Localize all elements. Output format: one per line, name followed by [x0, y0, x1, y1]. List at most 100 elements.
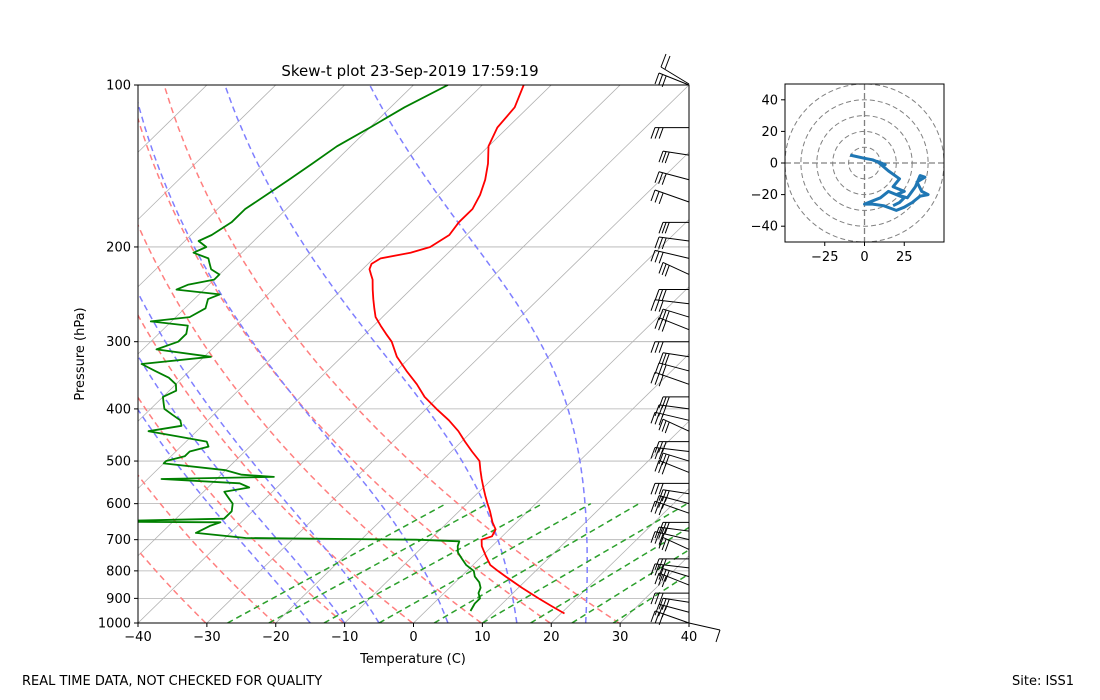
- wind-barb: [654, 289, 689, 301]
- wind-barb-feather: [661, 263, 667, 276]
- wind-barb-staff: [660, 66, 690, 85]
- dry-adiabat-line: [138, 549, 207, 623]
- skew-t-title: Skew-t plot 23-Sep-2019 17:59:19: [281, 62, 538, 80]
- wind-barb-staff: [658, 236, 690, 242]
- wind-barb-feather: [658, 489, 664, 501]
- wind-barb-feather: [654, 404, 660, 417]
- wind-barb-feather: [654, 72, 660, 85]
- wind-barb-feather: [658, 192, 664, 205]
- wind-barb-feather: [664, 222, 670, 234]
- wind-barb-feather: [661, 289, 667, 301]
- wind-barb: [650, 482, 689, 495]
- isotherm-line: [138, 85, 689, 623]
- wind-barb-feather: [658, 461, 664, 474]
- x-tick-label: 0: [409, 630, 417, 645]
- wind-barb-feather: [654, 564, 660, 576]
- hodograph-y-tick-label: 0: [770, 157, 778, 172]
- wind-barb-feather: [661, 575, 667, 588]
- wind-barb-feather: [658, 558, 664, 571]
- wind-barb-feather: [654, 612, 660, 624]
- wind-barb-feather: [650, 189, 656, 202]
- y-tick-label: 1000: [98, 617, 131, 632]
- x-tick-label: 10: [474, 630, 491, 645]
- y-tick-label: 200: [106, 240, 131, 255]
- wind-barb-feather: [650, 563, 656, 576]
- wind-barb-feather: [658, 396, 664, 409]
- wind-barb: [658, 352, 690, 365]
- wind-barb: [658, 489, 690, 502]
- wind-barb-feather: [654, 592, 660, 605]
- moist-adiabat-line: [138, 100, 449, 623]
- y-tick-label: 300: [106, 335, 131, 350]
- wind-barb-staff: [654, 249, 690, 259]
- wind-barb-feather: [661, 453, 667, 466]
- wind-barb-feather: [661, 237, 667, 250]
- wind-barb-feather: [661, 420, 667, 432]
- isotherm-line: [138, 85, 483, 422]
- wind-barb-feather: [658, 374, 664, 387]
- wind-barb-feather: [654, 289, 660, 301]
- wind-barb-feather: [664, 265, 670, 277]
- x-tick-label: −20: [262, 630, 289, 645]
- wind-barb-staff: [688, 622, 721, 631]
- isotherm-line: [550, 487, 689, 623]
- wind-barb-feather: [650, 592, 656, 605]
- moist-adiabat-line: [138, 408, 311, 623]
- wind-barb-staff: [662, 537, 690, 550]
- wind-barb-feather: [654, 300, 660, 312]
- wind-barb-feather: [654, 483, 660, 495]
- wind-barb-feather: [654, 171, 660, 183]
- wind-barb-staff: [654, 299, 690, 305]
- wind-barb-staff: [662, 352, 690, 358]
- wind-barb-feather: [658, 564, 664, 577]
- y-tick-label: 900: [106, 592, 131, 607]
- wind-barb-feather: [654, 526, 660, 539]
- isotherm-line: [138, 85, 277, 221]
- wind-barb-feather: [654, 495, 660, 507]
- wind-barb-staff: [658, 72, 690, 86]
- wind-barb-staff: [658, 404, 690, 410]
- isotherm-line: [758, 85, 1100, 623]
- hodograph-y-tick-label: −20: [751, 188, 778, 203]
- x-tick-label: 30: [612, 630, 629, 645]
- wind-barb: [658, 521, 689, 534]
- x-axis-title: Temperature (C): [359, 652, 466, 667]
- wind-barb: [650, 411, 690, 426]
- wind-barb: [654, 362, 690, 377]
- dry-adiabat-line: [138, 473, 276, 623]
- wind-barb-staff: [662, 489, 690, 495]
- wind-barb-feather: [664, 151, 670, 164]
- y-tick-label: 700: [106, 533, 131, 548]
- wind-barb-staff: [654, 610, 690, 624]
- wind-barb-feather: [654, 558, 660, 571]
- wind-barb: [650, 127, 689, 139]
- wind-barb-feather: [658, 537, 664, 549]
- wind-barb-feather: [661, 75, 667, 88]
- wind-barb: [650, 371, 690, 387]
- moist-adiabat-line: [224, 85, 518, 623]
- wind-barb-feather: [650, 610, 656, 623]
- hodograph-y-tick-label: 20: [761, 125, 778, 140]
- wind-barb-feather: [658, 522, 664, 534]
- wind-barb-feather: [654, 191, 660, 203]
- wind-barb-feather: [661, 558, 667, 571]
- wind-barb-feather: [658, 419, 664, 431]
- wind-barb-feather: [654, 447, 660, 460]
- isotherm-line: [688, 622, 689, 623]
- y-tick-label: 400: [106, 402, 131, 417]
- wind-barb: [658, 221, 689, 234]
- wind-barb-feather: [658, 300, 664, 312]
- wind-barb-staff: [654, 371, 690, 385]
- isotherm-line: [138, 85, 621, 557]
- isotherm-line: [138, 85, 345, 288]
- wind-barb-feather: [661, 320, 667, 332]
- wind-barb: [658, 150, 690, 164]
- wind-barb: [650, 592, 689, 605]
- hodograph-trace: [849, 153, 930, 212]
- wind-barb: [654, 171, 690, 185]
- dry-adiabat-line: [138, 223, 482, 623]
- wind-barb-feather: [650, 341, 656, 353]
- wind-barb: [650, 249, 690, 264]
- wind-barb-staff: [654, 411, 690, 421]
